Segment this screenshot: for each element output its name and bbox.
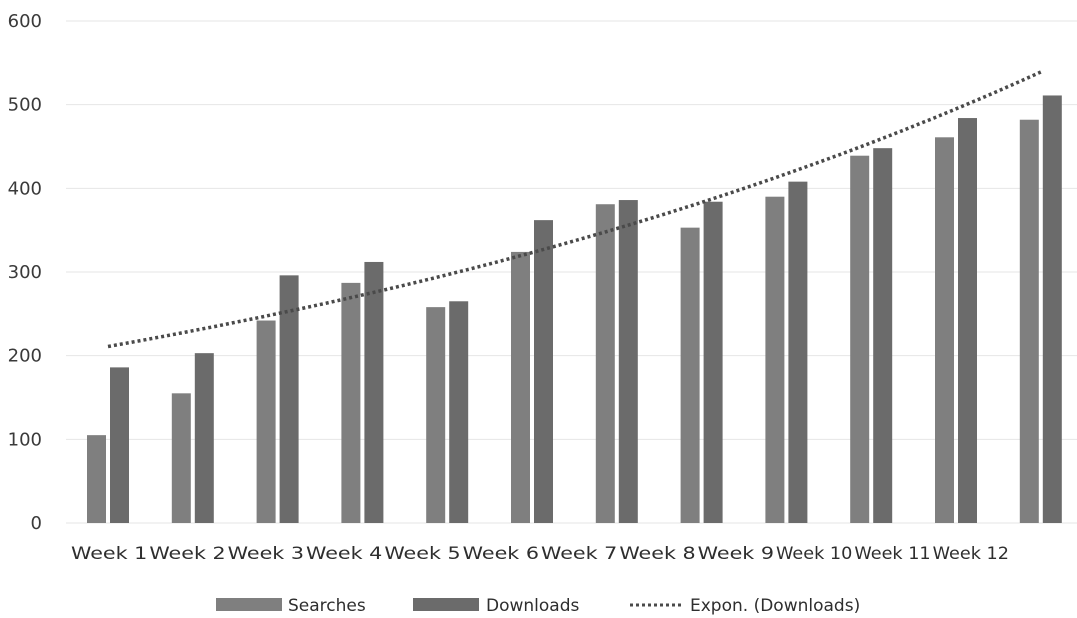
x-tick-label: Week 1 [71,544,147,564]
y-tick-label: 0 [31,513,42,534]
bar-downloads [449,301,469,523]
bar-searches [426,307,446,523]
x-tick-label: Week 2 [149,544,225,564]
bar-searches [87,435,106,523]
bar-downloads [194,353,214,523]
y-tick-label: 600 [8,11,42,32]
legend: Searches Downloads Expon. (Downloads) [216,596,860,616]
x-tick-label: Week 11 [854,544,930,564]
bar-searches [765,196,785,523]
y-axis-ticks: 0 100 200 300 400 500 600 [8,11,42,534]
x-tick-label: Week 5 [384,544,460,564]
x-tick-label: Week 6 [463,544,539,564]
bar-searches [595,204,615,524]
bar-downloads [364,261,384,523]
bar-searches [511,251,530,524]
legend-label-trendline: Expon. (Downloads) [690,596,860,616]
x-tick-label: Week 7 [541,544,617,564]
bar-downloads [534,220,553,524]
bar-downloads [1042,95,1062,524]
gridlines [66,20,1077,524]
y-tick-label: 300 [8,262,42,283]
y-tick-label: 100 [8,429,42,450]
trendline-expon-downloads [107,70,1042,349]
x-tick-label: Week 10 [776,544,852,564]
x-tick-label: Week 4 [306,544,382,564]
legend-label-searches: Searches [288,596,366,616]
bar-searches [680,227,700,523]
x-axis-labels: Week 1 Week 2 Week 3 Week 4 Week 5 Week 6 Week… [71,544,1009,564]
legend-label-downloads: Downloads [486,596,580,616]
trendline [107,70,1042,349]
y-tick-label: 500 [8,95,42,116]
bar-downloads [958,118,977,523]
y-tick-label: 400 [8,178,42,199]
bar-downloads [788,181,808,523]
y-tick-label: 200 [8,346,42,367]
x-tick-label: Week 3 [228,544,304,564]
x-tick-label: Week 12 [933,544,1009,564]
legend-swatch-downloads [413,598,479,611]
x-tick-label: Week 9 [698,544,774,564]
bar-downloads [873,148,893,523]
bars [87,95,1062,524]
bar-downloads [618,200,638,523]
bar-downloads [110,367,129,523]
bar-searches [935,137,954,523]
bar-downloads [279,275,299,523]
bar-searches [850,155,870,523]
legend-swatch-searches [216,598,282,611]
bar-downloads [703,201,723,523]
x-tick-label: Week 8 [619,544,695,564]
bar-searches [1019,119,1039,523]
bar-searches [341,282,361,523]
bar-searches [171,393,191,523]
bar-searches [256,320,276,523]
